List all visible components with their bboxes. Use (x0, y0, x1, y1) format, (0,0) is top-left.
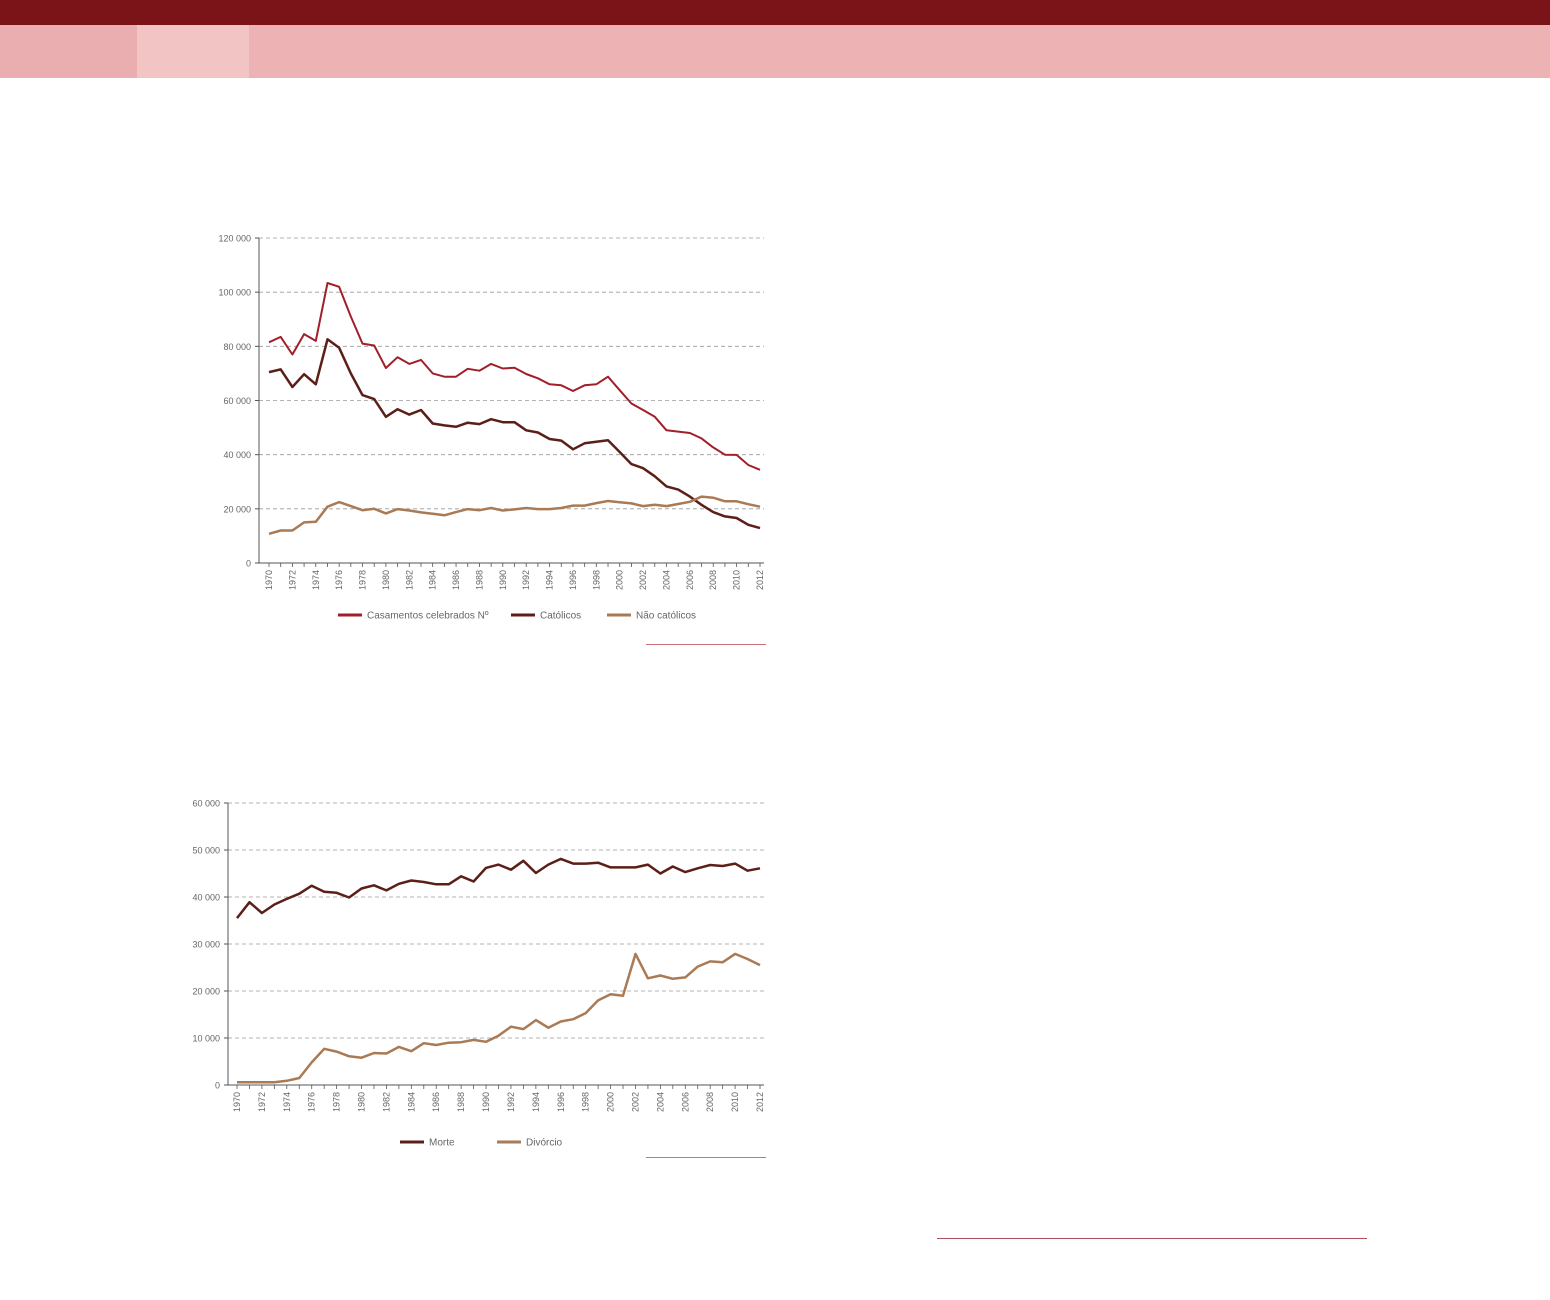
chart2-xtick-label: 1976 (307, 1092, 317, 1112)
chart2-xtick-label: 2000 (606, 1092, 616, 1112)
chart2-ytick-label: 40 000 (192, 893, 220, 903)
chart1-xtick-label: 1988 (474, 570, 484, 590)
chart1-xtick-label: 1998 (591, 570, 601, 590)
chart2-series-2-line (237, 952, 761, 1084)
chart1-series-1-line (268, 282, 761, 471)
chart2-ytick-label: 50 000 (192, 846, 220, 856)
chart2-legend-label: Morte (429, 1138, 455, 1149)
chart1-xtick-label: 1994 (545, 570, 555, 590)
chart2-xtick-label: 1992 (506, 1092, 516, 1112)
chart1-ytick-label: 40 000 (223, 450, 251, 460)
chart1-xtick-label: 1972 (287, 570, 297, 590)
chart1-xtick-label: 1992 (521, 570, 531, 590)
chart1-series-2-line (268, 338, 761, 530)
chart1-xtick-label: 2004 (661, 570, 671, 590)
chart1-xtick-label: 2002 (638, 570, 648, 590)
header-tab-2-active (137, 25, 249, 78)
chart1-xtick-label: 2012 (755, 570, 765, 590)
chart2-legend-label: Divórcio (526, 1138, 563, 1149)
chart1-legend-label: Não católicos (636, 611, 696, 622)
chart2-xtick-label: 1984 (406, 1092, 416, 1112)
header-subbar-fill (249, 25, 1550, 78)
chart2-ytick-label: 30 000 (192, 940, 220, 950)
chart1-legend-label: Casamentos celebrados Nº (367, 611, 489, 622)
chart1-xtick-label: 1986 (451, 570, 461, 590)
chart2-xtick-label: 2006 (680, 1092, 690, 1112)
chart2-source-rule (646, 1157, 766, 1158)
chart1-xtick-label: 1970 (264, 570, 274, 590)
chart2-xtick-label: 1982 (381, 1092, 391, 1112)
chart2-xtick-label: 1986 (431, 1092, 441, 1112)
chart2-xtick-label: 1996 (556, 1092, 566, 1112)
chart1-ytick-label: 100 000 (218, 288, 251, 298)
header-tab-1 (0, 25, 137, 78)
chart1-xtick-label: 1978 (358, 570, 368, 590)
chart2-series-1-line (236, 857, 761, 919)
chart1-ytick-label: 0 (246, 559, 251, 569)
chart1-series-3-line (268, 495, 761, 536)
chart2-xtick-label: 2008 (705, 1092, 715, 1112)
chart1-xtick-label: 1984 (428, 570, 438, 590)
chart1-ytick-label: 120 000 (218, 234, 251, 244)
chart1-ytick-label: 20 000 (223, 504, 251, 514)
chart2-xtick-label: 1990 (481, 1092, 491, 1112)
chart1-xtick-label: 1996 (568, 570, 578, 590)
chart2-ytick-label: 60 000 (192, 799, 220, 809)
chart1-xtick-label: 2010 (732, 570, 742, 590)
chart1-xtick-label: 1982 (404, 570, 414, 590)
chart2-ytick-label: 10 000 (192, 1034, 220, 1044)
header-subbar (0, 25, 1550, 78)
chart2-xtick-label: 1974 (282, 1092, 292, 1112)
chart1-legend-label: Católicos (540, 611, 581, 622)
chart2-xtick-label: 1994 (531, 1092, 541, 1112)
header-bar (0, 0, 1550, 25)
chart2-xtick-label: 1978 (332, 1092, 342, 1112)
chart1-xtick-label: 2006 (685, 570, 695, 590)
chart2-xtick-label: 1980 (357, 1092, 367, 1112)
chart1-xtick-label: 1976 (334, 570, 344, 590)
chart2-xtick-label: 2002 (630, 1092, 640, 1112)
chart2-ytick-label: 20 000 (192, 987, 220, 997)
chart2-xtick-label: 1998 (581, 1092, 591, 1112)
chart1-ytick-label: 80 000 (223, 342, 251, 352)
chart1-xtick-label: 2000 (615, 570, 625, 590)
chart1-xtick-label: 2008 (708, 570, 718, 590)
chart2-xtick-label: 2010 (730, 1092, 740, 1112)
chart1-ytick-label: 60 000 (223, 396, 251, 406)
chart2-ytick-label: 0 (215, 1081, 220, 1091)
chart2-xtick-label: 2004 (655, 1092, 665, 1112)
chart1-source-rule (646, 644, 766, 645)
chart2-xtick-label: 2012 (755, 1092, 765, 1112)
chart2-xtick-label: 1988 (456, 1092, 466, 1112)
page-footer-rule (937, 1238, 1367, 1239)
chart1-xtick-label: 1990 (498, 570, 508, 590)
chart2-xtick-label: 1972 (257, 1092, 267, 1112)
chart1-xtick-label: 1974 (311, 570, 321, 590)
chart2-xtick-label: 1970 (232, 1092, 242, 1112)
chart1-xtick-label: 1980 (381, 570, 391, 590)
